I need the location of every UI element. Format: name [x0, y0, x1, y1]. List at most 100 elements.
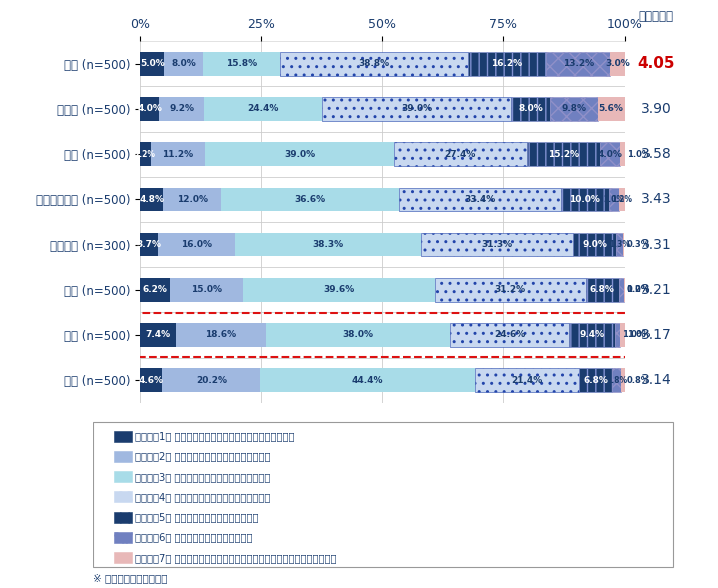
Text: 10.0%: 10.0% — [569, 195, 600, 204]
Text: 15.2%: 15.2% — [548, 150, 579, 159]
Text: 44.4%: 44.4% — [352, 376, 383, 385]
Text: 1.0%: 1.0% — [626, 285, 649, 294]
Text: 5.0%: 5.0% — [140, 59, 164, 68]
Bar — [140, 323, 176, 347]
Bar — [612, 369, 621, 392]
Text: 9.4%: 9.4% — [579, 330, 605, 339]
Bar — [203, 52, 279, 75]
Text: 【レベル5】 企業内のハイエンドプレーヤー: 【レベル5】 企業内のハイエンドプレーヤー — [134, 512, 258, 522]
Bar — [624, 278, 625, 302]
Text: 3.17: 3.17 — [641, 328, 671, 342]
Bar — [140, 97, 159, 121]
Bar — [114, 431, 133, 442]
Text: 1.2%: 1.2% — [611, 195, 633, 204]
Text: 3.90: 3.90 — [641, 102, 671, 116]
Bar — [114, 451, 133, 462]
Text: 38.8%: 38.8% — [358, 59, 389, 68]
Text: 11.2%: 11.2% — [162, 150, 193, 159]
Text: 31.2%: 31.2% — [495, 285, 526, 294]
Bar — [279, 52, 467, 75]
Bar — [140, 369, 162, 392]
Bar — [151, 142, 205, 166]
Bar — [260, 369, 475, 392]
Bar — [550, 97, 597, 121]
Text: 5.6%: 5.6% — [599, 105, 623, 113]
Text: 4.0%: 4.0% — [597, 150, 623, 159]
Bar — [163, 188, 221, 211]
Text: 9.8%: 9.8% — [561, 105, 587, 113]
Text: 33.4%: 33.4% — [464, 195, 495, 204]
Bar — [421, 233, 573, 256]
Text: 15.8%: 15.8% — [225, 59, 257, 68]
Bar — [619, 278, 624, 302]
Bar — [620, 142, 625, 166]
Text: 15.0%: 15.0% — [191, 285, 222, 294]
Text: 31.3%: 31.3% — [481, 240, 513, 249]
Bar — [450, 323, 569, 347]
Text: 24.6%: 24.6% — [494, 330, 526, 339]
Text: 8.0%: 8.0% — [518, 105, 543, 113]
Bar — [140, 233, 158, 256]
Text: 39.6%: 39.6% — [323, 285, 355, 294]
Bar — [322, 97, 511, 121]
Text: 6.8%: 6.8% — [590, 285, 615, 294]
Bar — [561, 188, 609, 211]
Bar — [236, 233, 421, 256]
Bar — [569, 323, 615, 347]
Bar — [620, 323, 625, 347]
Bar — [114, 471, 133, 482]
Text: 6.2%: 6.2% — [143, 285, 167, 294]
Bar — [114, 552, 133, 563]
Text: 12.0%: 12.0% — [177, 195, 208, 204]
Bar — [158, 233, 236, 256]
Text: 【レベル4】 高度な知識・技能を有している人材: 【レベル4】 高度な知識・技能を有している人材 — [134, 492, 270, 502]
Text: 0.2%: 0.2% — [627, 285, 651, 294]
Bar — [609, 188, 619, 211]
Bar — [511, 97, 550, 121]
Text: 1.8%: 1.8% — [606, 376, 627, 385]
Text: 27.4%: 27.4% — [444, 150, 476, 159]
Bar — [615, 323, 620, 347]
Text: 1.0%: 1.0% — [627, 330, 651, 339]
Text: 4.6%: 4.6% — [139, 376, 164, 385]
Text: 3.7%: 3.7% — [136, 240, 162, 249]
Text: 38.3%: 38.3% — [313, 240, 344, 249]
Bar — [140, 142, 151, 166]
Text: 【レベル3】 応用的知識・技能を有している人材: 【レベル3】 応用的知識・技能を有している人材 — [134, 472, 270, 482]
Bar — [159, 97, 204, 121]
Bar — [573, 233, 617, 256]
Bar — [398, 188, 561, 211]
Bar — [434, 278, 586, 302]
Text: 1.0%: 1.0% — [627, 150, 651, 159]
Bar — [475, 369, 579, 392]
Bar — [579, 369, 612, 392]
Text: 16.2%: 16.2% — [491, 59, 523, 68]
Bar — [221, 188, 398, 211]
Text: 7.4%: 7.4% — [145, 330, 170, 339]
Bar — [170, 278, 243, 302]
Bar — [204, 97, 322, 121]
Text: 【レベル6】 国内のハイエンドプレーヤー: 【レベル6】 国内のハイエンドプレーヤー — [134, 533, 252, 543]
Bar — [527, 142, 600, 166]
Bar — [162, 369, 260, 392]
Bar — [467, 52, 546, 75]
Text: 9.2%: 9.2% — [169, 105, 194, 113]
Text: 39.0%: 39.0% — [284, 150, 315, 159]
Bar — [610, 52, 625, 75]
Text: 1.3%: 1.3% — [609, 240, 630, 249]
Text: 16.0%: 16.0% — [181, 240, 213, 249]
Text: 39.0%: 39.0% — [401, 105, 432, 113]
Text: 8.0%: 8.0% — [172, 59, 196, 68]
Bar — [114, 512, 133, 523]
Bar — [597, 97, 625, 121]
Bar — [619, 188, 625, 211]
Bar — [176, 323, 266, 347]
Bar — [140, 278, 170, 302]
Text: 36.6%: 36.6% — [294, 195, 326, 204]
Text: 3.21: 3.21 — [641, 283, 671, 297]
Text: 3.14: 3.14 — [641, 373, 671, 387]
Text: 9.0%: 9.0% — [582, 240, 607, 249]
Bar — [140, 188, 163, 211]
Text: 24.4%: 24.4% — [248, 105, 279, 113]
Bar — [266, 323, 450, 347]
